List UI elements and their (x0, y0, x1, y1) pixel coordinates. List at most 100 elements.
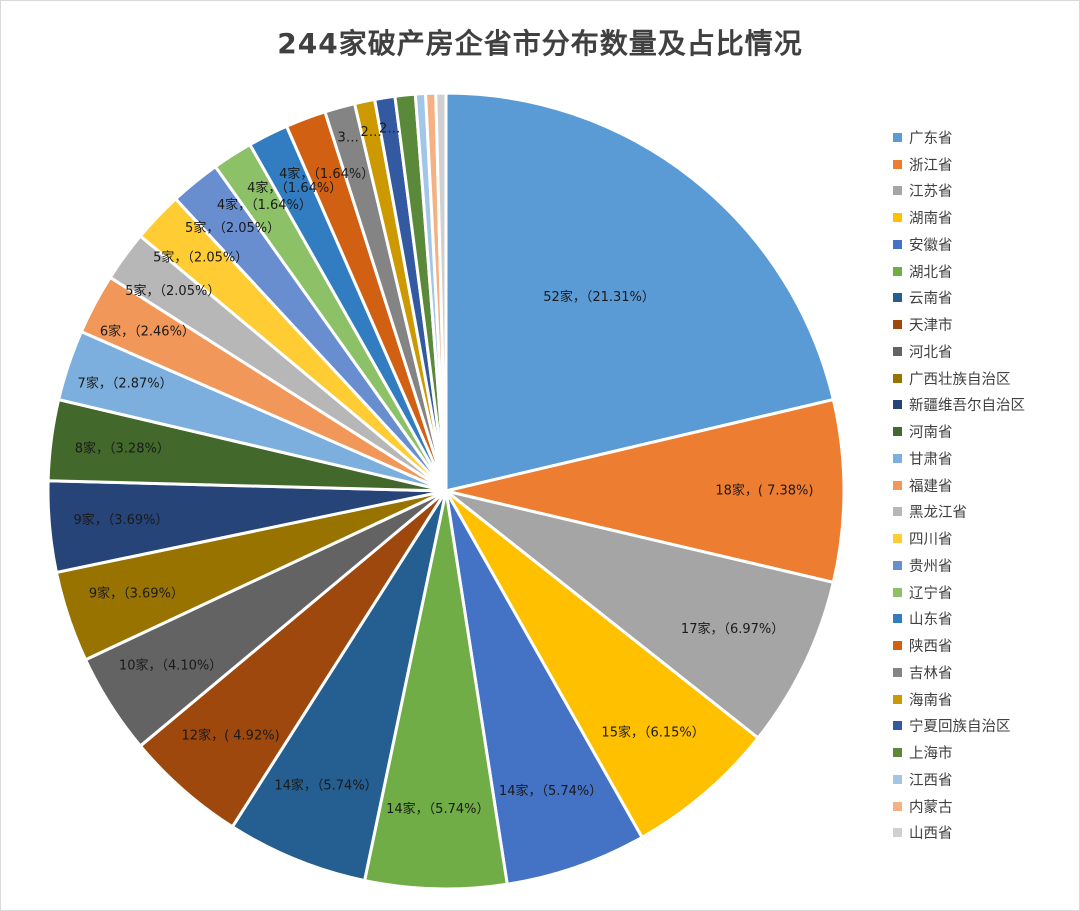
legend-swatch (893, 293, 902, 303)
legend-item: 浙江省 (893, 151, 1078, 178)
slice-data-label: 10家，（4.10%） (119, 658, 222, 674)
legend-swatch (893, 480, 902, 490)
legend-swatch (893, 560, 902, 570)
legend-label: 海南省 (909, 692, 953, 709)
legend-item: 湖北省 (893, 258, 1078, 285)
legend-item: 广西壮族自治区 (893, 365, 1078, 392)
slice-data-label: 4家，（1.64%） (217, 197, 312, 213)
legend-label: 上海市 (909, 746, 953, 763)
legend-item: 宁夏回族自治区 (893, 713, 1078, 740)
slice-data-label: 4家，（1.64%） (279, 166, 374, 182)
pie-slice (434, 91, 448, 492)
slice-data-label: 5家，（2.05%） (185, 220, 280, 236)
legend-item: 陕西省 (893, 632, 1078, 659)
pie-slice (445, 397, 846, 585)
legend-swatch (893, 507, 902, 517)
legend-swatch (893, 828, 902, 838)
legend-label: 江苏省 (909, 184, 953, 201)
slice-data-label: 17家，（6.97%） (681, 621, 784, 637)
legend-label: 云南省 (909, 291, 953, 308)
slice-data-label: 2… (379, 122, 400, 137)
legend-swatch (893, 614, 902, 624)
legend-swatch (893, 320, 902, 330)
legend-label: 黑龙江省 (909, 505, 967, 522)
legend-label: 天津市 (909, 318, 953, 335)
legend-swatch (893, 346, 902, 356)
slice-data-label: 2… (360, 125, 381, 140)
legend-item: 上海市 (893, 739, 1078, 766)
pie-slice (444, 91, 836, 493)
pie-slice (444, 489, 761, 840)
legend-swatch (893, 748, 902, 758)
legend-label: 安徽省 (909, 237, 953, 254)
legend-label: 吉林省 (909, 665, 953, 682)
legend-label: 河南省 (909, 425, 953, 442)
legend-item: 河南省 (893, 418, 1078, 445)
pie-slice (230, 490, 448, 883)
legend-item: 广东省 (893, 124, 1078, 151)
legend-swatch (893, 587, 902, 597)
legend-swatch (893, 453, 902, 463)
legend-label: 辽宁省 (909, 585, 953, 602)
slice-data-label: 52家，（21.31%） (543, 289, 655, 305)
legend-swatch (893, 159, 902, 169)
legend-item: 湖南省 (893, 204, 1078, 231)
slice-data-label: 14家，（5.74%） (386, 801, 489, 817)
legend-label: 四川省 (909, 532, 953, 549)
slice-data-label: 9家，（3.69%） (73, 512, 168, 528)
legend-item: 江苏省 (893, 178, 1078, 205)
slice-data-label: 7家，（2.87%） (78, 376, 173, 392)
legend-swatch (893, 667, 902, 677)
legend-item: 黑龙江省 (893, 499, 1078, 526)
chart-legend: 广东省 浙江省江苏省湖南省安徽省湖北省云南省天津市河北省广西壮族自治区 新疆维吾尔自… (893, 124, 1078, 846)
slice-data-label: 14家，（5.74%） (499, 783, 602, 799)
slice-data-label: 5家，（2.05%） (153, 250, 248, 266)
legend-label: 贵州省 (909, 558, 953, 575)
legend-swatch (893, 266, 902, 276)
legend-label: 宁夏回族自治区 (909, 719, 1011, 736)
slice-data-label: 14家，（5.74%） (274, 777, 377, 793)
legend-label: 江西省 (909, 772, 953, 789)
slice-data-label: 18家，( 7.38%) (715, 483, 813, 499)
chart-title: 244家破产房企省市分布数量及占比情况 (277, 27, 803, 60)
legend-item: 天津市 (893, 311, 1078, 338)
legend-label: 湖南省 (909, 211, 953, 228)
legend-swatch (893, 774, 902, 784)
legend-swatch (893, 427, 902, 437)
legend-item: 海南省 (893, 686, 1078, 713)
legend-item: 辽宁省 (893, 579, 1078, 606)
legend-item: 山西省 (893, 820, 1078, 847)
legend-item: 安徽省 (893, 231, 1078, 258)
slice-data-label: 15家，（6.15%） (601, 724, 704, 740)
legend-label: 内蒙古 (909, 799, 953, 816)
slice-data-label: 6家，（2.46%） (100, 324, 195, 340)
legend-label: 湖北省 (909, 264, 953, 281)
pie-slice (444, 490, 645, 886)
legend-item: 云南省 (893, 285, 1078, 312)
legend-swatch (893, 721, 902, 731)
pie-slice (445, 489, 836, 741)
legend-label: 福建省 (909, 478, 953, 495)
legend-item: 四川省 (893, 525, 1078, 552)
legend-swatch (893, 801, 902, 811)
pie-slice (362, 490, 509, 891)
slice-data-label: 3… (338, 131, 359, 146)
legend-swatch (893, 534, 902, 544)
legend-label: 新疆维吾尔自治区 (909, 398, 1025, 415)
slice-data-label: 12家，( 4.92%) (182, 728, 280, 744)
legend-item: 山东省 (893, 606, 1078, 633)
legend-item: 新疆维吾尔自治区 (893, 392, 1078, 419)
legend-item: 江西省 (893, 766, 1078, 793)
legend-swatch (893, 694, 902, 704)
legend-swatch (893, 641, 902, 651)
legend-label: 河北省 (909, 344, 953, 361)
slice-data-label: 8家，（3.28%） (75, 441, 170, 457)
legend-label: 广西壮族自治区 (909, 371, 1011, 388)
legend-swatch (893, 213, 902, 223)
legend-swatch (893, 132, 902, 142)
legend-swatch (893, 400, 902, 410)
legend-item: 福建省 (893, 472, 1078, 499)
legend-label: 山西省 (909, 826, 953, 843)
legend-item: 河北省 (893, 338, 1078, 365)
